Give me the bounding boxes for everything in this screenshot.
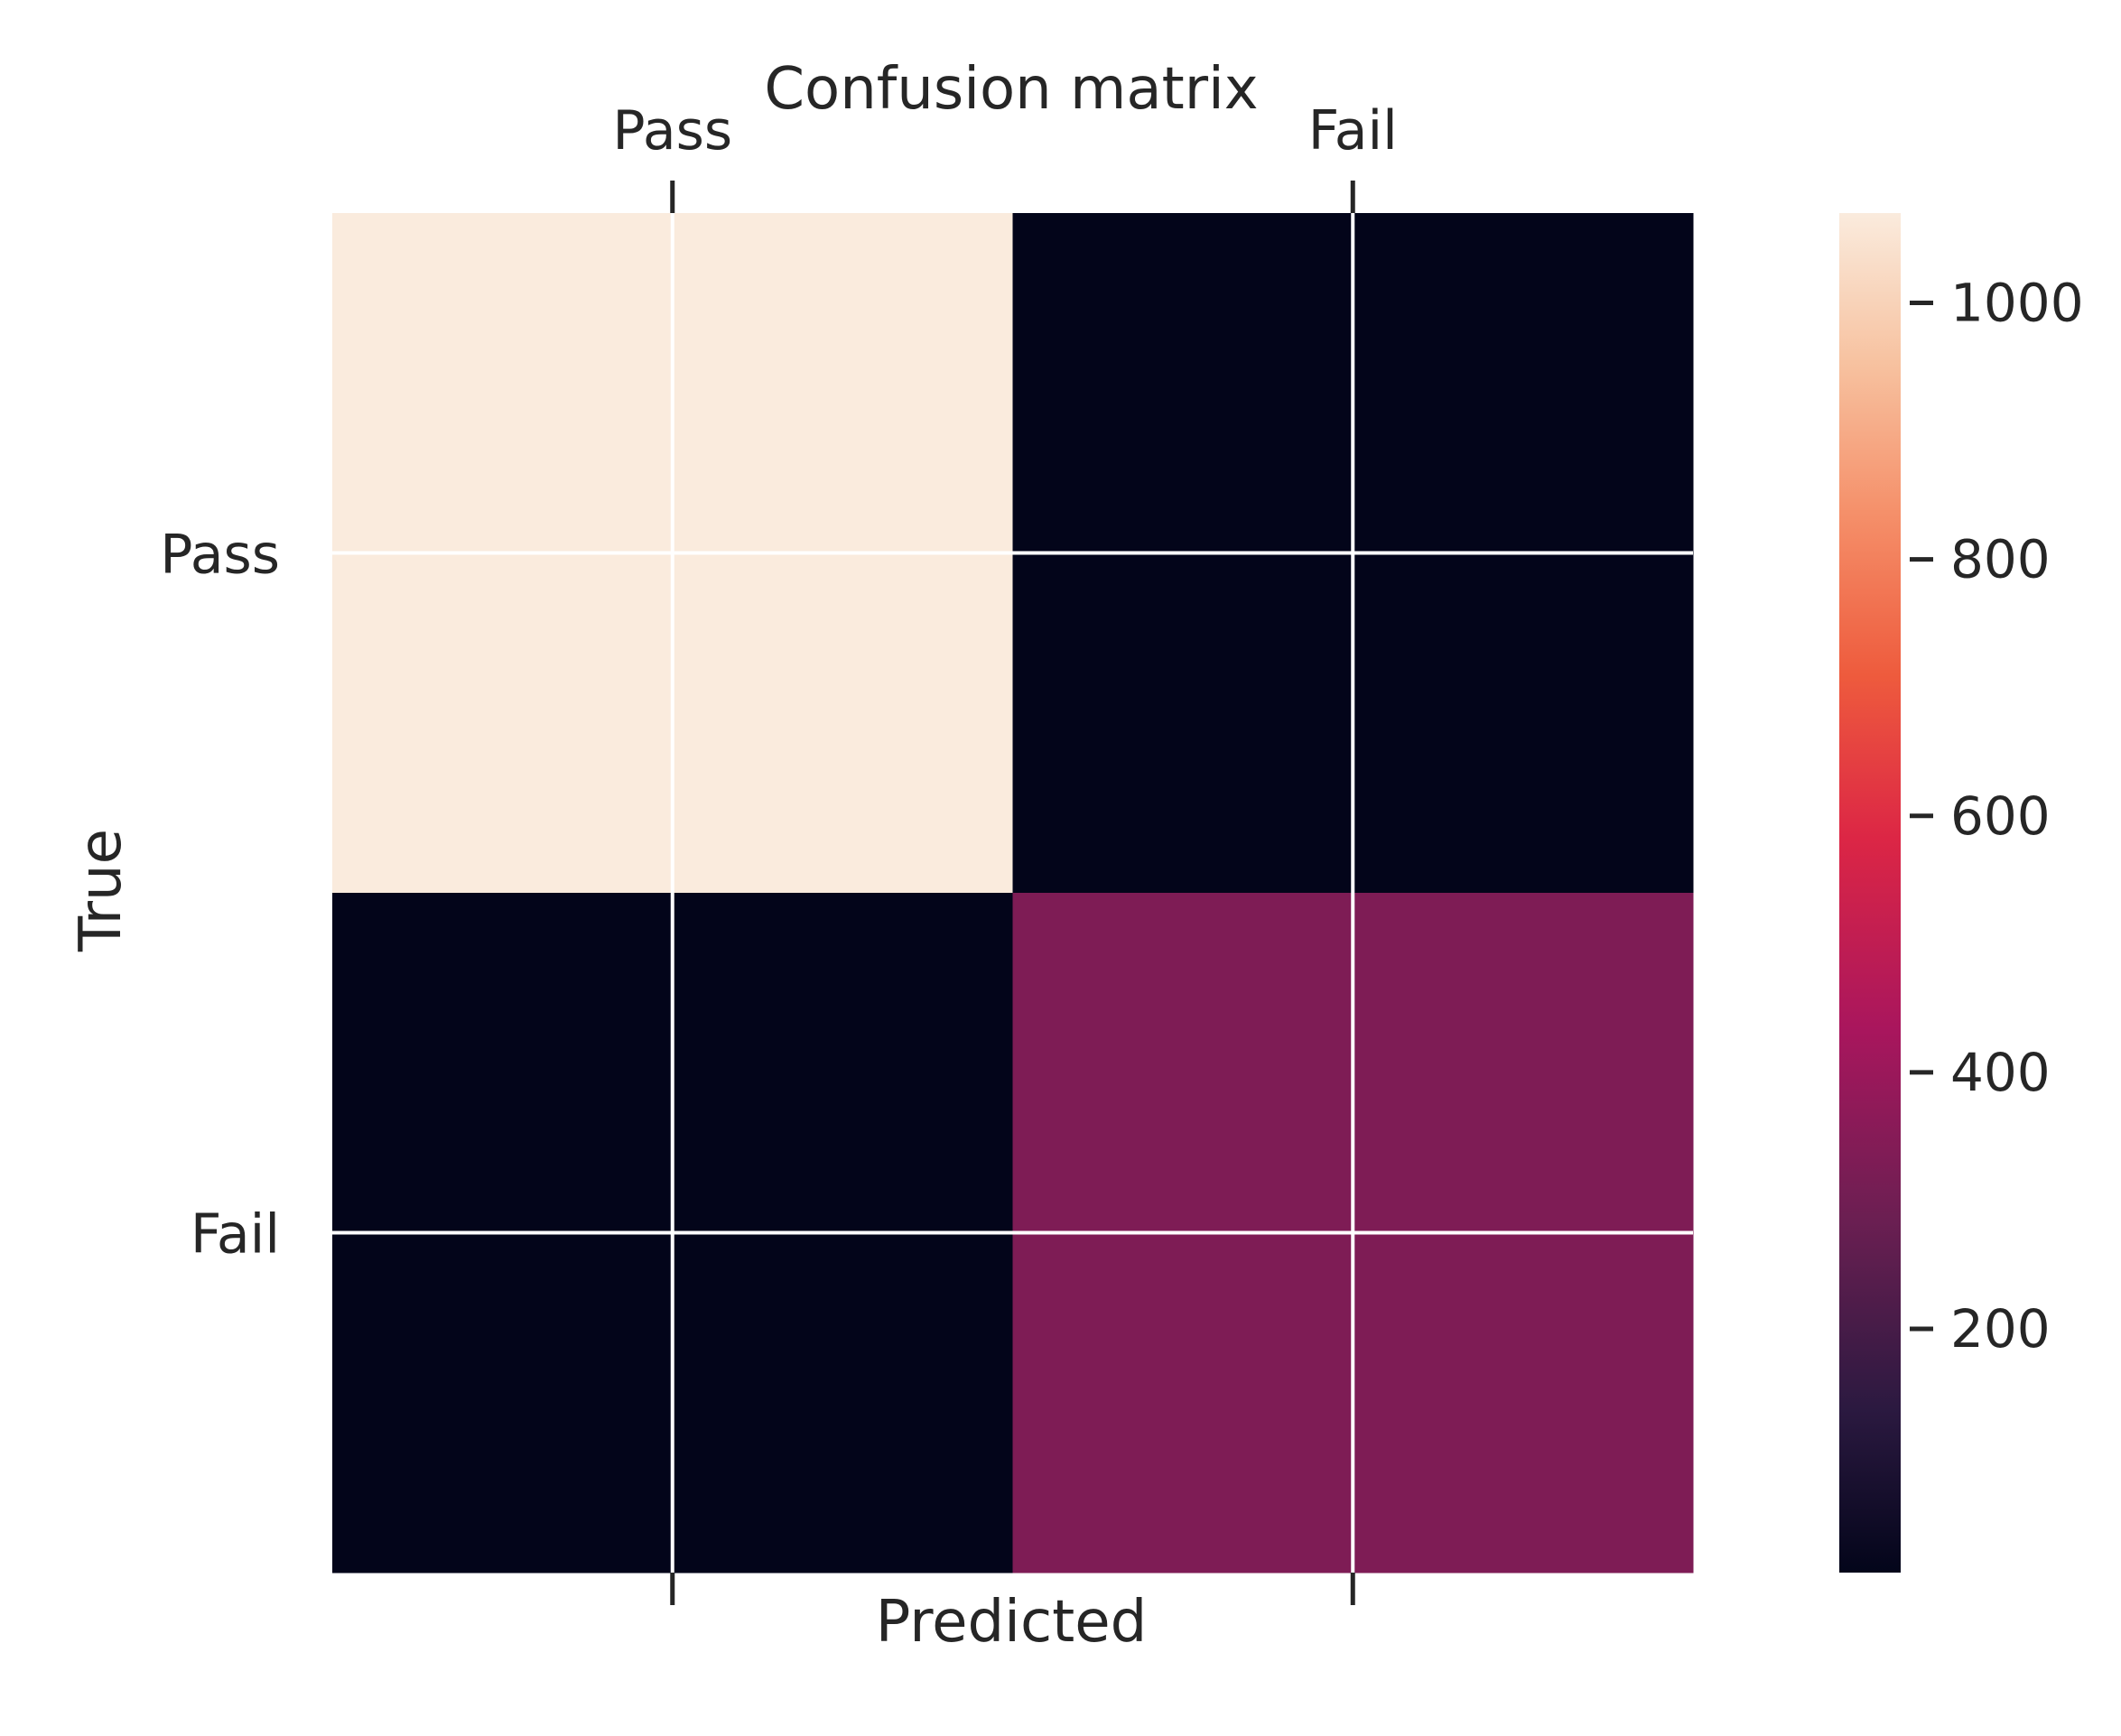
colorbar-tick-label: 400 (1950, 1042, 2051, 1103)
chart-title: Confusion matrix (764, 56, 1258, 123)
colorbar-tick-label: 200 (1950, 1298, 2051, 1360)
heatmap-cells (332, 213, 1694, 1574)
x-axis-ticks: Pass Fail (612, 99, 1398, 1605)
y-axis-label: True (68, 829, 135, 952)
x-tick-label-pass: Pass (612, 99, 732, 162)
colorbar-tick-label: 600 (1950, 785, 2051, 847)
colorbar-ticks: 200 400 600 800 1000 (1910, 272, 2084, 1360)
x-tick-label-fail: Fail (1308, 99, 1398, 162)
heatmap-gridlines (332, 213, 1693, 1573)
y-tick-label-fail: Fail (191, 1203, 280, 1267)
x-axis-label: Predicted (876, 1589, 1147, 1656)
colorbar (1839, 213, 1901, 1573)
colorbar-tick-label: 800 (1950, 529, 2051, 590)
colorbar-tick-label: 1000 (1950, 272, 2084, 333)
y-axis-ticks: Pass Fail (160, 524, 280, 1267)
y-tick-label-pass: Pass (160, 524, 280, 587)
